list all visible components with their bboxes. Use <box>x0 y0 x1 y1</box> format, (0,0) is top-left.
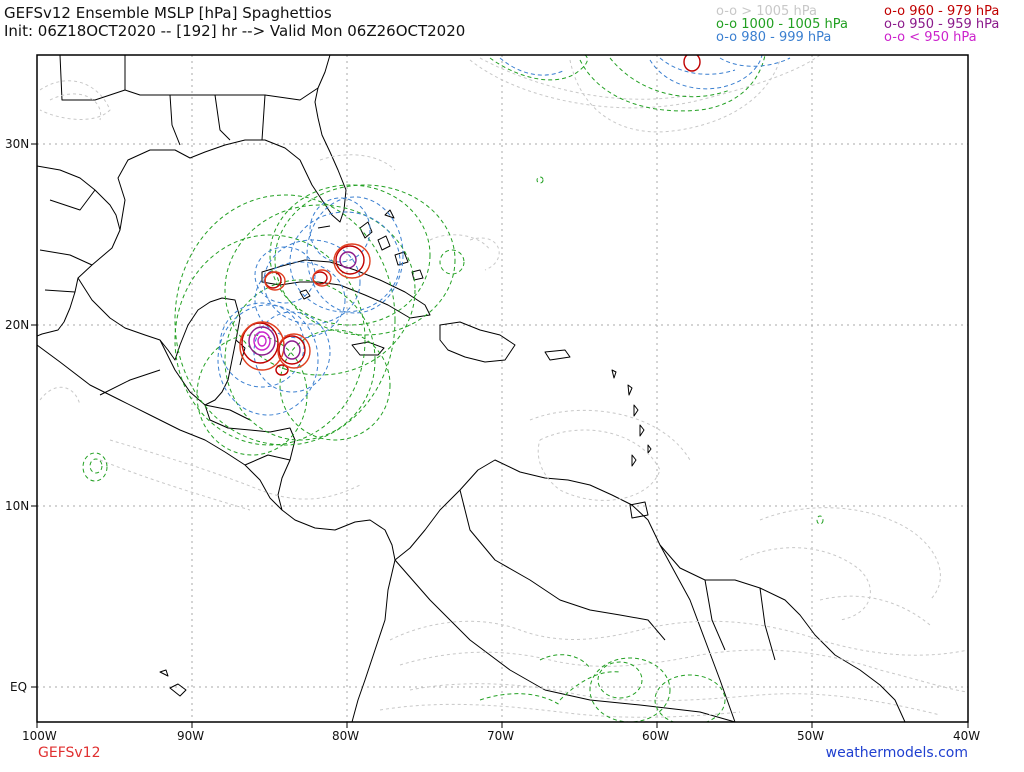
contours-980-999 <box>217 55 791 416</box>
legend-950-959: o-o 950 - 959 hPa <box>884 17 1000 32</box>
x-tick-100w: 100W <box>22 729 57 743</box>
x-tick-40w: 40W <box>953 729 980 743</box>
x-tick-50w: 50W <box>797 729 824 743</box>
legend-1000-1005: o-o 1000 - 1005 hPa <box>716 17 848 32</box>
x-tick-60w: 60W <box>642 729 669 743</box>
contours-gt1005 <box>39 55 968 718</box>
x-tick-90w: 90W <box>177 729 204 743</box>
tick-marks <box>31 143 969 728</box>
map-subtitle: Init: 06Z18OCT2020 -- [192] hr --> Valid… <box>4 22 466 40</box>
site-link[interactable]: weathermodels.com <box>825 745 968 761</box>
gridlines <box>37 55 968 722</box>
contours-lt950 <box>253 331 271 351</box>
y-tick-10n: 10N <box>5 499 29 513</box>
y-tick-eq: EQ <box>10 680 27 694</box>
x-tick-80w: 80W <box>332 729 359 743</box>
legend-980-999: o-o 980 - 999 hPa <box>716 30 832 45</box>
coastlines <box>37 55 906 722</box>
model-label: GEFSv12 <box>38 745 101 761</box>
contours-960-979-outer <box>239 243 371 371</box>
map-title: GEFSv12 Ensemble MSLP [hPa] Spaghettios <box>4 4 332 22</box>
y-tick-20n: 20N <box>5 318 29 332</box>
y-tick-30n: 30N <box>5 137 29 151</box>
map-background <box>37 55 968 722</box>
legend-gt1005: o-o > 1005 hPa <box>716 4 817 19</box>
contours-950-959 <box>248 251 357 360</box>
x-tick-70w: 70W <box>487 729 514 743</box>
legend-lt950: o-o < 950 hPa <box>884 30 977 45</box>
legend-960-979: o-o 960 - 979 hPa <box>884 4 1000 19</box>
